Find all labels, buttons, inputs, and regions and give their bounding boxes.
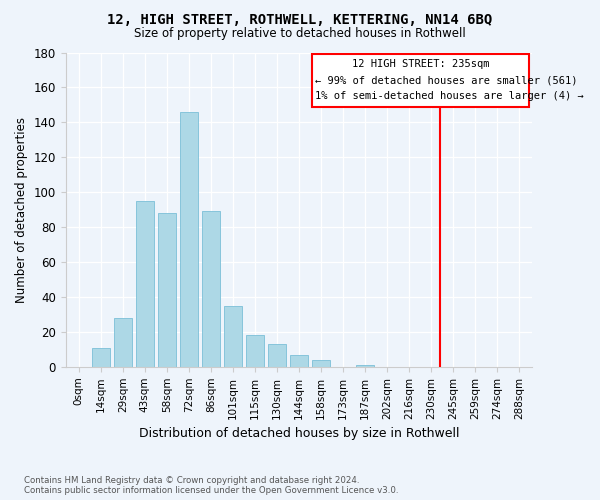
Bar <box>290 354 308 367</box>
Bar <box>202 212 220 367</box>
Bar <box>179 112 198 367</box>
Text: 1% of semi-detached houses are larger (4) →: 1% of semi-detached houses are larger (4… <box>316 91 584 101</box>
Text: 12, HIGH STREET, ROTHWELL, KETTERING, NN14 6BQ: 12, HIGH STREET, ROTHWELL, KETTERING, NN… <box>107 12 493 26</box>
Bar <box>92 348 110 367</box>
Bar <box>356 365 374 367</box>
Y-axis label: Number of detached properties: Number of detached properties <box>15 116 28 302</box>
Text: ← 99% of detached houses are smaller (561): ← 99% of detached houses are smaller (56… <box>316 75 578 85</box>
Text: Contains HM Land Registry data © Crown copyright and database right 2024.
Contai: Contains HM Land Registry data © Crown c… <box>24 476 398 495</box>
Text: Size of property relative to detached houses in Rothwell: Size of property relative to detached ho… <box>134 28 466 40</box>
FancyBboxPatch shape <box>312 54 529 106</box>
Bar <box>268 344 286 367</box>
Bar <box>136 201 154 367</box>
X-axis label: Distribution of detached houses by size in Rothwell: Distribution of detached houses by size … <box>139 427 459 440</box>
Bar <box>113 318 132 367</box>
Bar <box>224 306 242 367</box>
Bar <box>311 360 331 367</box>
Text: 12 HIGH STREET: 235sqm: 12 HIGH STREET: 235sqm <box>352 60 490 70</box>
Bar <box>158 213 176 367</box>
Bar <box>245 336 265 367</box>
